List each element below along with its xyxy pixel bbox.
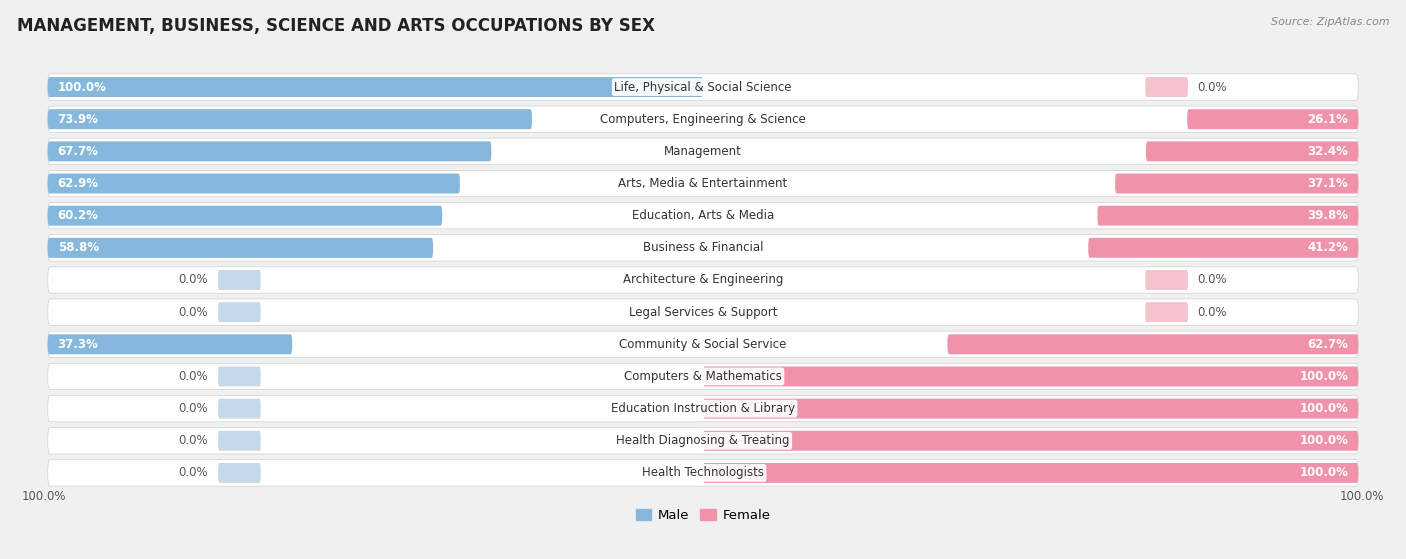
FancyBboxPatch shape	[218, 270, 260, 290]
Text: Health Technologists: Health Technologists	[643, 466, 763, 480]
FancyBboxPatch shape	[703, 463, 1358, 483]
Text: 26.1%: 26.1%	[1308, 113, 1348, 126]
Text: 0.0%: 0.0%	[1198, 273, 1227, 287]
Text: Computers & Mathematics: Computers & Mathematics	[624, 370, 782, 383]
Text: 100.0%: 100.0%	[1299, 370, 1348, 383]
FancyBboxPatch shape	[703, 431, 1358, 451]
Text: 100.0%: 100.0%	[1340, 490, 1385, 503]
FancyBboxPatch shape	[48, 363, 1358, 390]
FancyBboxPatch shape	[48, 106, 1358, 132]
FancyBboxPatch shape	[48, 173, 460, 193]
FancyBboxPatch shape	[1146, 302, 1188, 322]
Text: 32.4%: 32.4%	[1308, 145, 1348, 158]
Text: 62.7%: 62.7%	[1308, 338, 1348, 351]
FancyBboxPatch shape	[703, 399, 1358, 419]
Text: 37.1%: 37.1%	[1308, 177, 1348, 190]
FancyBboxPatch shape	[1187, 109, 1358, 129]
Text: 41.2%: 41.2%	[1308, 241, 1348, 254]
Text: 60.2%: 60.2%	[58, 209, 98, 222]
Text: 100.0%: 100.0%	[1299, 402, 1348, 415]
Text: Education Instruction & Library: Education Instruction & Library	[612, 402, 794, 415]
FancyBboxPatch shape	[1146, 77, 1188, 97]
Text: Architecture & Engineering: Architecture & Engineering	[623, 273, 783, 287]
FancyBboxPatch shape	[1098, 206, 1358, 226]
FancyBboxPatch shape	[48, 138, 1358, 164]
Text: 73.9%: 73.9%	[58, 113, 98, 126]
FancyBboxPatch shape	[948, 334, 1358, 354]
FancyBboxPatch shape	[218, 463, 260, 483]
Text: Arts, Media & Entertainment: Arts, Media & Entertainment	[619, 177, 787, 190]
Text: 0.0%: 0.0%	[179, 466, 208, 480]
Text: Source: ZipAtlas.com: Source: ZipAtlas.com	[1271, 17, 1389, 27]
FancyBboxPatch shape	[218, 302, 260, 322]
Text: 67.7%: 67.7%	[58, 145, 98, 158]
Text: 100.0%: 100.0%	[1299, 466, 1348, 480]
FancyBboxPatch shape	[48, 459, 1358, 486]
Text: 100.0%: 100.0%	[58, 80, 107, 93]
Text: 100.0%: 100.0%	[1299, 434, 1348, 447]
FancyBboxPatch shape	[48, 141, 491, 162]
Text: 37.3%: 37.3%	[58, 338, 98, 351]
Text: 0.0%: 0.0%	[179, 402, 208, 415]
FancyBboxPatch shape	[48, 77, 703, 97]
Text: Education, Arts & Media: Education, Arts & Media	[631, 209, 775, 222]
Text: 0.0%: 0.0%	[1198, 80, 1227, 93]
FancyBboxPatch shape	[703, 367, 1358, 386]
Text: 62.9%: 62.9%	[58, 177, 98, 190]
Text: Computers, Engineering & Science: Computers, Engineering & Science	[600, 113, 806, 126]
Text: 0.0%: 0.0%	[1198, 306, 1227, 319]
Legend: Male, Female: Male, Female	[636, 509, 770, 522]
FancyBboxPatch shape	[1115, 173, 1358, 193]
FancyBboxPatch shape	[48, 109, 531, 129]
Text: 0.0%: 0.0%	[179, 370, 208, 383]
FancyBboxPatch shape	[48, 331, 1358, 358]
Text: Business & Financial: Business & Financial	[643, 241, 763, 254]
Text: Community & Social Service: Community & Social Service	[619, 338, 787, 351]
FancyBboxPatch shape	[48, 235, 1358, 261]
FancyBboxPatch shape	[48, 202, 1358, 229]
FancyBboxPatch shape	[48, 334, 292, 354]
FancyBboxPatch shape	[48, 170, 1358, 197]
Text: 0.0%: 0.0%	[179, 273, 208, 287]
Text: 100.0%: 100.0%	[21, 490, 66, 503]
Text: Management: Management	[664, 145, 742, 158]
Text: Legal Services & Support: Legal Services & Support	[628, 306, 778, 319]
FancyBboxPatch shape	[1146, 141, 1358, 162]
Text: Health Diagnosing & Treating: Health Diagnosing & Treating	[616, 434, 790, 447]
FancyBboxPatch shape	[218, 367, 260, 386]
Text: 58.8%: 58.8%	[58, 241, 98, 254]
FancyBboxPatch shape	[48, 395, 1358, 422]
FancyBboxPatch shape	[48, 299, 1358, 325]
FancyBboxPatch shape	[218, 431, 260, 451]
FancyBboxPatch shape	[48, 74, 1358, 100]
FancyBboxPatch shape	[1146, 270, 1188, 290]
FancyBboxPatch shape	[48, 206, 443, 226]
Text: 0.0%: 0.0%	[179, 306, 208, 319]
FancyBboxPatch shape	[48, 267, 1358, 293]
FancyBboxPatch shape	[48, 238, 433, 258]
Text: MANAGEMENT, BUSINESS, SCIENCE AND ARTS OCCUPATIONS BY SEX: MANAGEMENT, BUSINESS, SCIENCE AND ARTS O…	[17, 17, 655, 35]
Text: 0.0%: 0.0%	[179, 434, 208, 447]
Text: Life, Physical & Social Science: Life, Physical & Social Science	[614, 80, 792, 93]
FancyBboxPatch shape	[48, 428, 1358, 454]
FancyBboxPatch shape	[1088, 238, 1358, 258]
Text: 39.8%: 39.8%	[1308, 209, 1348, 222]
FancyBboxPatch shape	[218, 399, 260, 419]
